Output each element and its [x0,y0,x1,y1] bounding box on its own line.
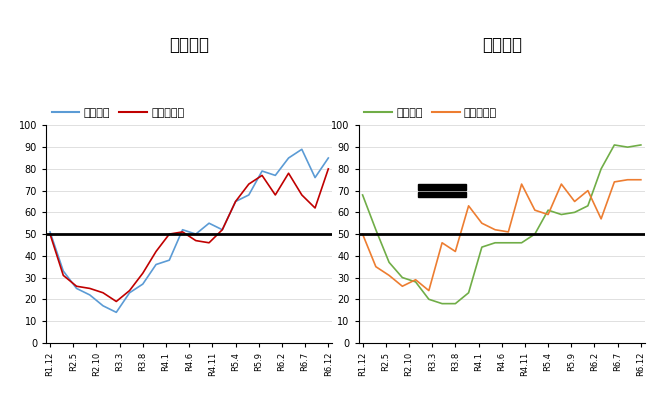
Bar [418,184,466,189]
Text: 需給ＤＩ: 需給ＤＩ [169,36,209,54]
Text: 価格ＤＩ: 価格ＤＩ [482,36,522,54]
Legend: 現状ＤＩ, 見通しＤＩ: 現状ＤＩ, 見通しＤＩ [51,108,185,118]
Bar [418,192,466,197]
Legend: 現状ＤＩ, 見通しＤＩ: 現状ＤＩ, 見通しＤＩ [364,108,497,118]
